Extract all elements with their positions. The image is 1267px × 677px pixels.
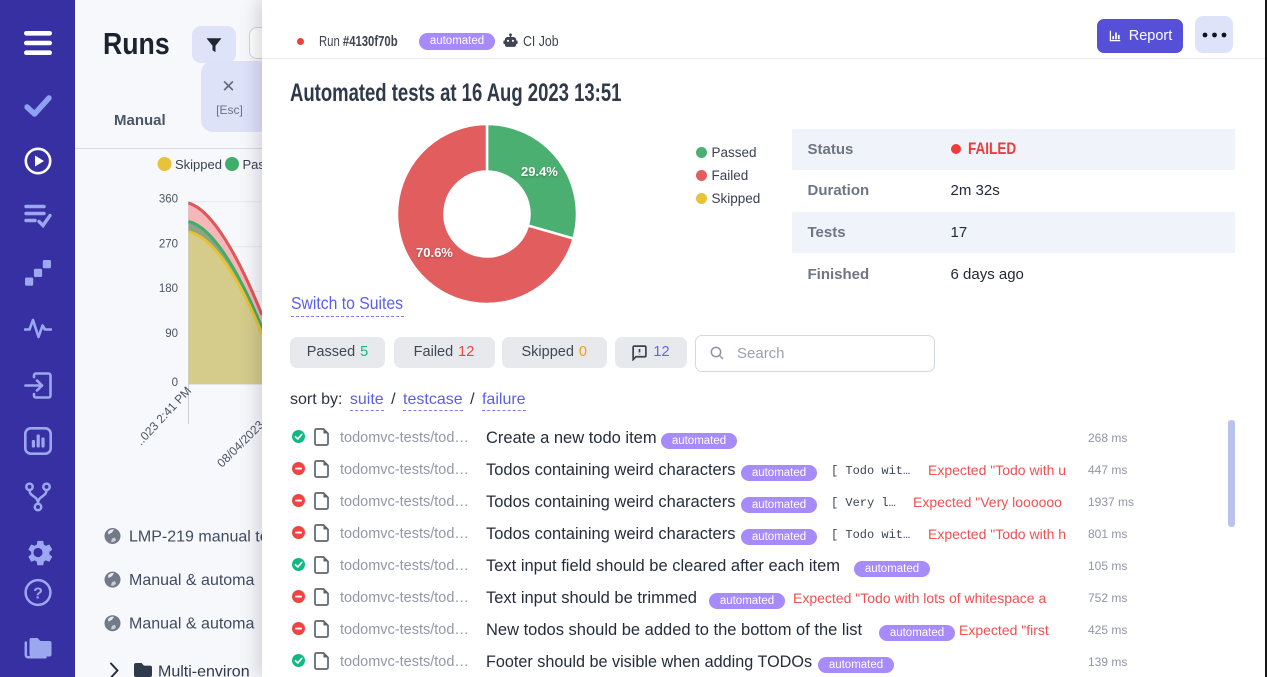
svg-text:90: 90 — [165, 328, 178, 340]
svg-text:Manual & automa: Manual & automa — [129, 572, 255, 589]
svg-text:?: ? — [33, 586, 43, 603]
svg-text:..023 2:41 PM: ..023 2:41 PM — [133, 384, 194, 448]
svg-text:Multi-environ: Multi-environ — [158, 664, 250, 677]
svg-text:0: 0 — [172, 377, 178, 389]
svg-text:270: 270 — [159, 238, 178, 250]
svg-text:360: 360 — [159, 193, 178, 205]
svg-text:180: 180 — [159, 283, 178, 295]
svg-text:Skipped: Skipped — [175, 157, 222, 172]
svg-text:LMP-219 manual te: LMP-219 manual te — [129, 529, 269, 546]
svg-text:Manual & automa: Manual & automa — [129, 616, 255, 633]
svg-text:08/04/2023: 08/04/2023 — [214, 418, 267, 471]
